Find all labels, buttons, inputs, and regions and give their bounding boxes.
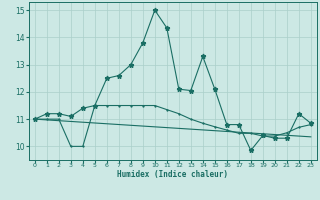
X-axis label: Humidex (Indice chaleur): Humidex (Indice chaleur) [117, 170, 228, 179]
